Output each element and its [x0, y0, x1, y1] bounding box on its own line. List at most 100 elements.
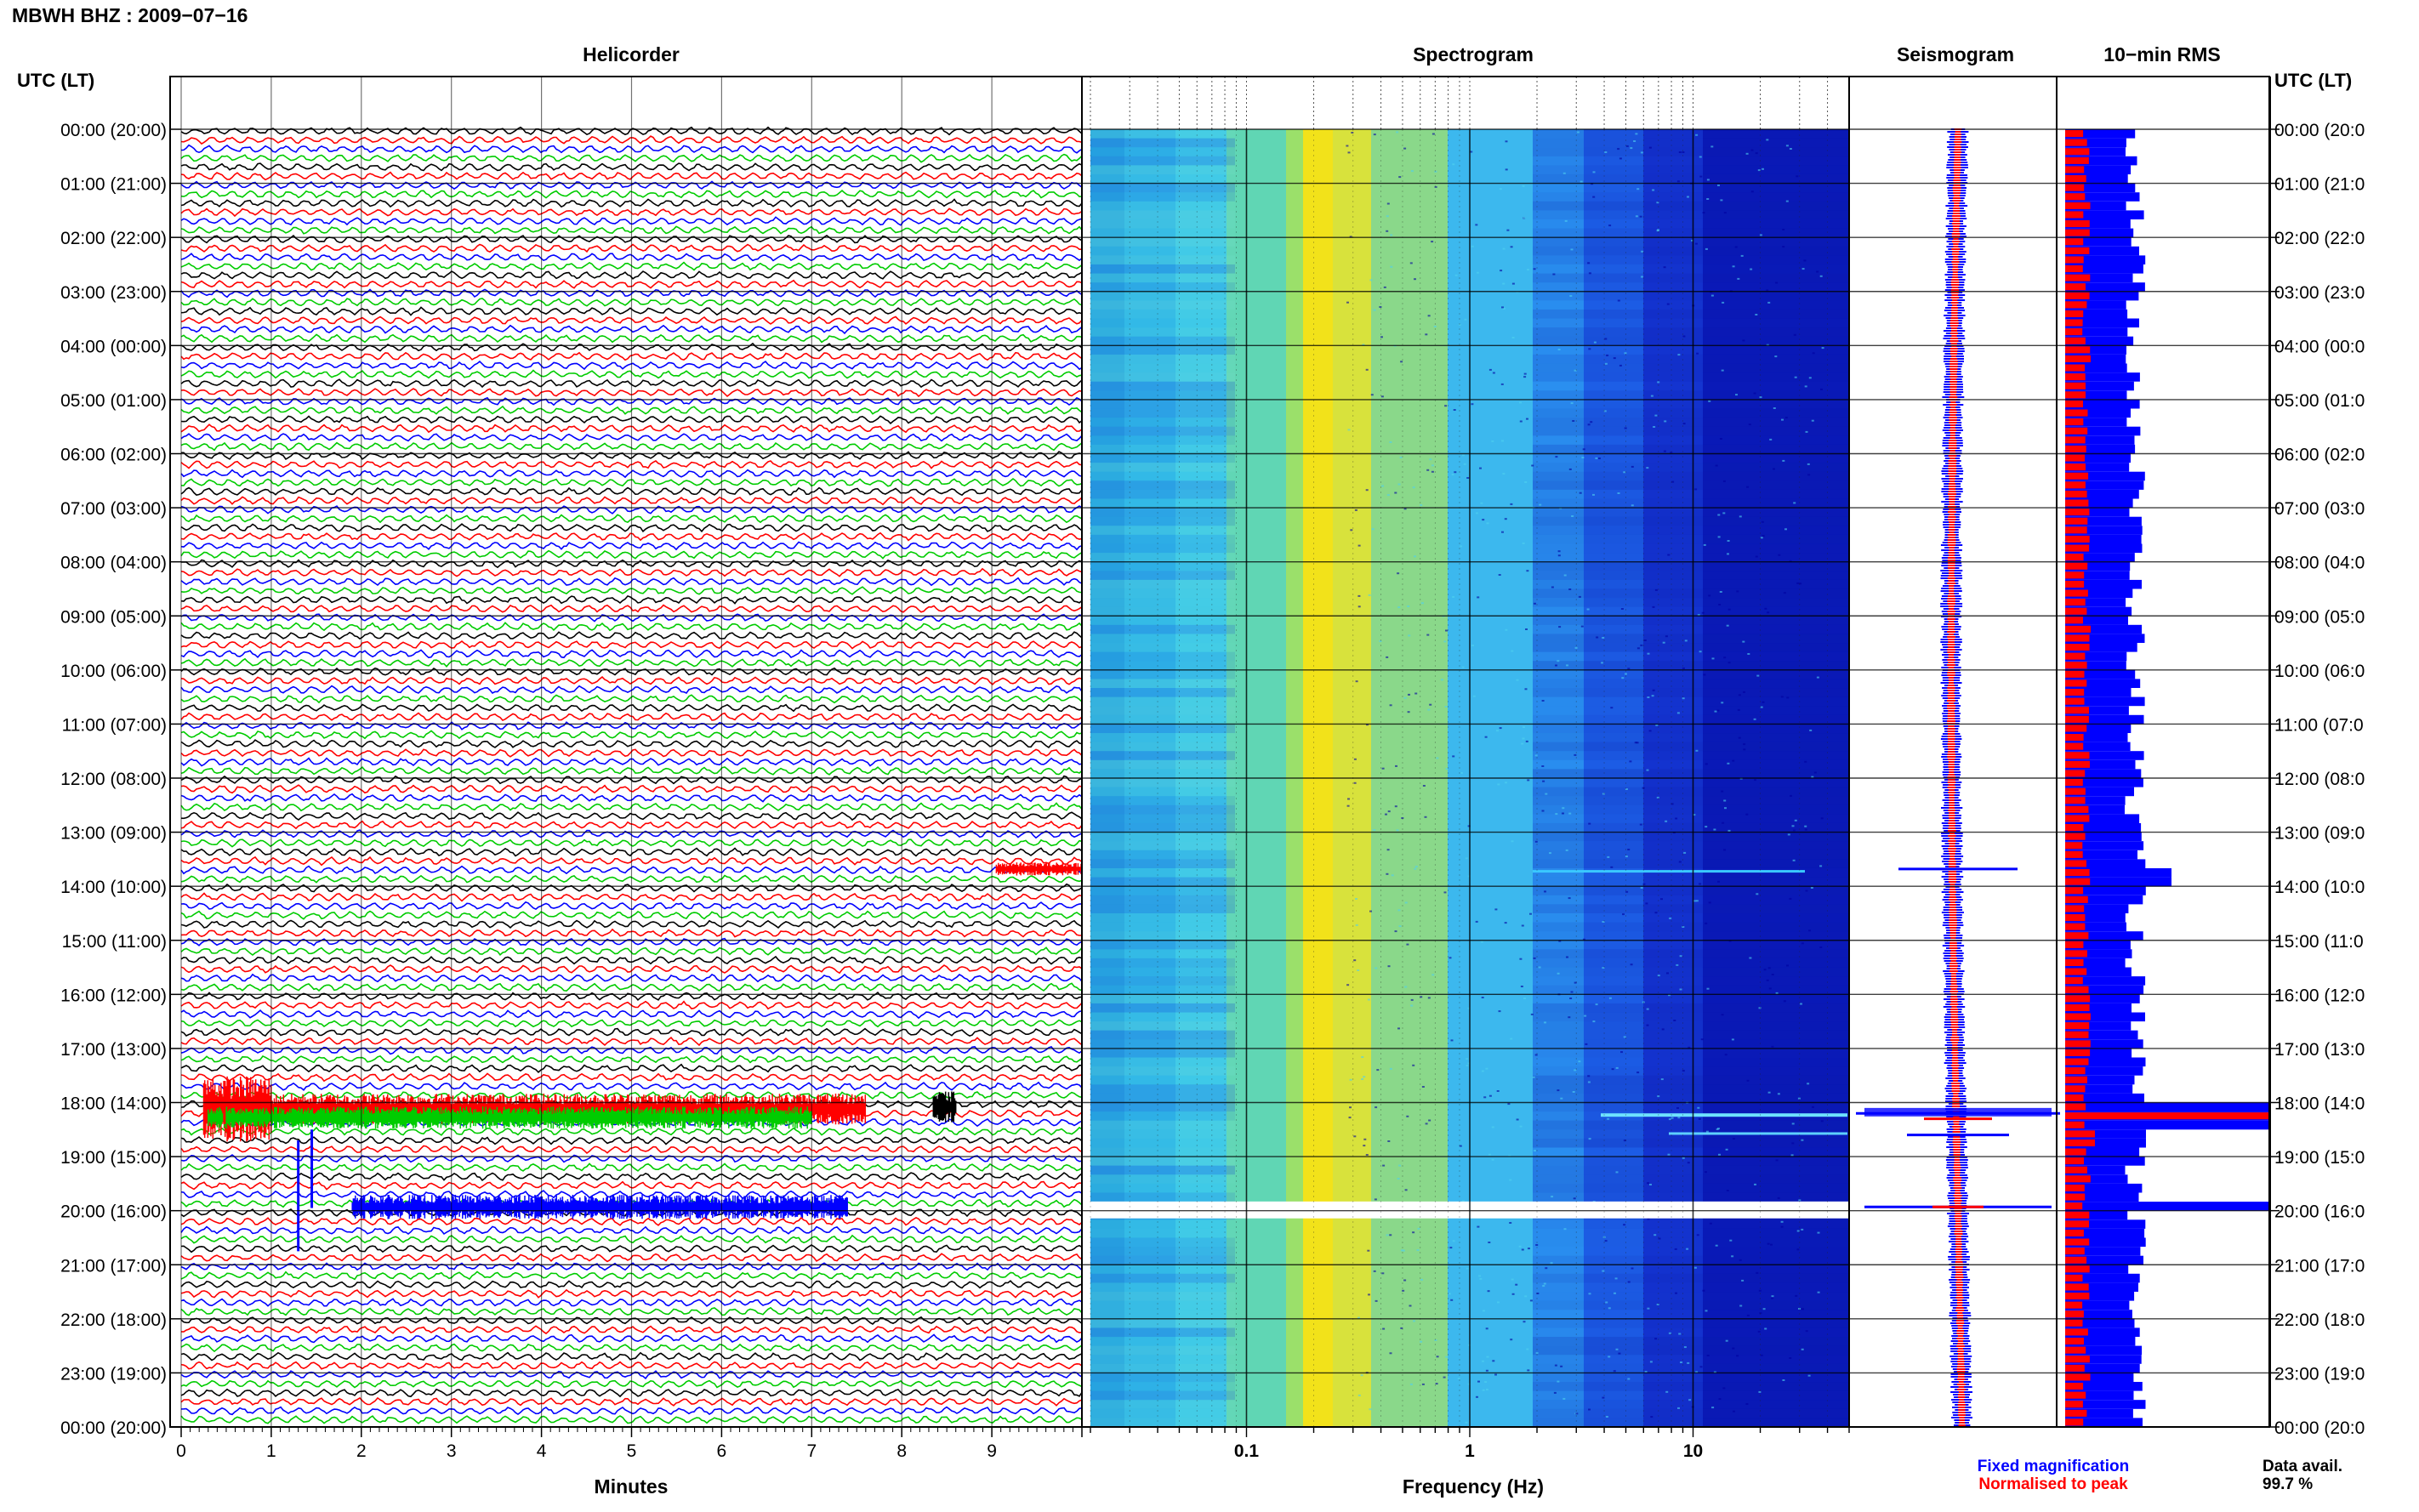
spectrogram-noise: [1682, 335, 1686, 338]
rms-normalised-bar: [2065, 787, 2086, 795]
rms-normalised-bar: [2065, 1310, 2084, 1318]
spectrogram-row: [1090, 1345, 1235, 1356]
spectrogram-row: [1533, 444, 1849, 454]
spectrogram-row: [1090, 399, 1235, 409]
spectrogram-noise: [1376, 1069, 1380, 1071]
spectrogram-noise: [1699, 651, 1702, 653]
rms-fixed-bar: [2065, 1012, 2145, 1022]
spectrogram-noise: [1592, 493, 1595, 496]
spectrogram-noise: [1449, 957, 1452, 959]
spectrogram-noise: [1480, 502, 1483, 504]
spectrogram-noise: [1412, 1064, 1415, 1066]
spectrogram-noise: [1365, 489, 1369, 492]
spectrogram-noise: [1605, 1301, 1608, 1304]
spectrogram-noise: [1531, 464, 1534, 467]
spectrogram-noise: [1721, 702, 1724, 704]
spectrogram-noise: [1385, 813, 1387, 816]
rms-normalised-bar: [2065, 1003, 2090, 1011]
spectrogram-noise: [1656, 796, 1659, 799]
spectrogram-noise: [1608, 1307, 1611, 1310]
spectrogram-noise: [1603, 410, 1607, 412]
spectrogram-noise: [1789, 897, 1792, 900]
hour-label-left: 14:00 (10:00): [60, 878, 167, 897]
spectrogram-row: [1090, 1337, 1235, 1346]
spectrogram-noise: [1821, 347, 1824, 350]
spectrogram-noise: [1507, 1103, 1511, 1106]
spectrogram-noise: [1357, 544, 1361, 547]
spectrogram-noise: [1483, 1096, 1487, 1099]
spectrogram-noise: [1694, 488, 1698, 491]
spectrogram-noise: [1587, 423, 1591, 426]
spectrogram-noise: [1425, 333, 1428, 336]
hour-label-right: 19:00 (15:0: [2274, 1148, 2365, 1168]
spectrogram-noise: [1478, 1275, 1482, 1277]
spectrogram-noise: [1409, 262, 1413, 264]
rms-fixed-bar: [2065, 679, 2141, 688]
spectrogram-row: [1533, 408, 1849, 418]
spectrogram-noise: [1721, 1014, 1724, 1016]
spectrogram-noise: [1549, 852, 1551, 855]
spectrogram-noise: [1526, 418, 1528, 420]
rms-normalised-bar: [2065, 779, 2083, 787]
hour-label-left: 00:00 (20:00): [60, 121, 167, 140]
spectrogram-noise: [1748, 423, 1751, 426]
spectrogram-noise: [1604, 1240, 1608, 1242]
rms-fixed-bar: [2065, 1057, 2146, 1067]
spectrogram-noise: [1506, 229, 1510, 231]
spectrogram-row: [1533, 354, 1849, 364]
spectrogram-noise: [1614, 1292, 1616, 1294]
spectrogram-noise: [1348, 1117, 1352, 1119]
spectrogram-noise: [1347, 429, 1351, 431]
spectrogram-noise: [1498, 1010, 1501, 1013]
spectrogram-noise: [1558, 940, 1562, 942]
rms-normalised-bar: [2065, 670, 2085, 678]
spectrogram-noise: [1696, 1234, 1699, 1236]
spectrogram-row: [1090, 1066, 1235, 1076]
spectrogram-noise: [1431, 133, 1435, 135]
spectrogram-noise: [1608, 1356, 1611, 1358]
hour-label-left: 17:00 (13:00): [60, 1040, 167, 1060]
spectrogram-noise: [1461, 454, 1465, 457]
spectrogram-noise: [1682, 1070, 1685, 1072]
spectrogram-noise: [1553, 1391, 1557, 1394]
spectrogram-noise: [1643, 639, 1647, 641]
spectrogram-noise: [1545, 1267, 1548, 1270]
spectrogram-row: [1533, 1165, 1849, 1175]
rms-normalised-bar: [2065, 914, 2086, 922]
spectrogram-noise: [1695, 1371, 1699, 1373]
spectrogram-noise: [1657, 381, 1660, 384]
spectrogram-noise: [1756, 674, 1760, 677]
spectrogram-row: [1090, 1237, 1235, 1248]
rms-fixed-bar: [2065, 237, 2132, 247]
spectrogram-noise: [1444, 706, 1448, 708]
rms-fixed-bar: [2065, 1382, 2143, 1391]
spectrogram-noise: [1733, 1138, 1735, 1140]
rms-fixed-bar: [2065, 868, 2171, 878]
spectrogram-noise: [1398, 1164, 1402, 1167]
spectrogram-noise: [1505, 168, 1508, 171]
spectrogram-row: [1533, 607, 1849, 617]
spectrogram-noise: [1706, 198, 1710, 200]
rms-normalised-bar: [2065, 805, 2089, 813]
spectrogram-noise: [1445, 629, 1448, 632]
spectrogram-noise: [1408, 634, 1411, 637]
spectrogram-noise: [1575, 1413, 1579, 1415]
spectrogram-noise: [1684, 639, 1688, 642]
rms-fixed-bar: [2065, 850, 2137, 860]
spectrogram-row: [1090, 1373, 1235, 1383]
spectrogram-noise: [1668, 994, 1671, 997]
spectrogram-noise: [1718, 1153, 1721, 1156]
spectrogram-noise: [1417, 1227, 1420, 1230]
spectrogram-noise: [1562, 172, 1566, 174]
spectrogram-noise: [1485, 1389, 1488, 1391]
rms-normalised-bar: [2065, 815, 2090, 822]
spectrogram-noise: [1687, 196, 1689, 198]
spectrogram-noise: [1501, 531, 1504, 533]
spectrogram-noise: [1624, 352, 1627, 355]
spectrogram-noise: [1652, 189, 1655, 191]
rms-fixed-bar: [2065, 418, 2127, 427]
spectrogram-row: [1090, 1102, 1235, 1112]
rms-normalised-bar: [2065, 958, 2084, 966]
spectrogram-noise: [1355, 898, 1357, 900]
spectrogram-noise: [1413, 1320, 1415, 1322]
